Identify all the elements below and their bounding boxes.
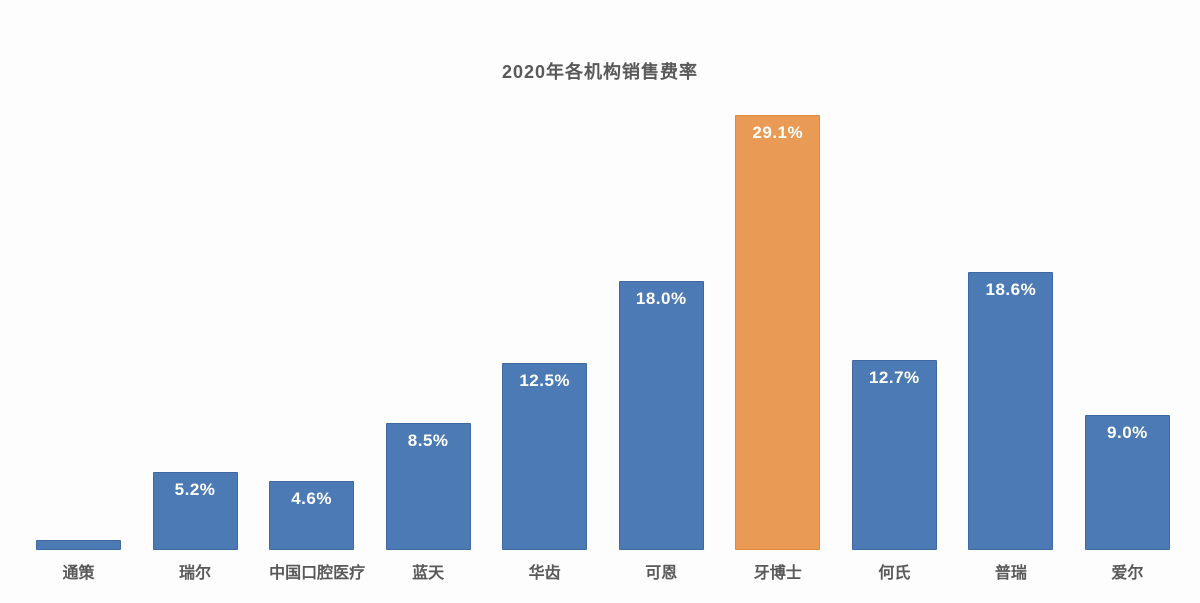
bar: 4.6% <box>269 481 355 550</box>
bar-group: 4.6% <box>269 481 355 550</box>
bar-group: 18.0% <box>618 281 704 550</box>
bar: 9.0% <box>1084 415 1170 550</box>
bar-data-label: 5.2% <box>174 480 216 499</box>
category-axis: 通策 瑞尔 中国口腔医疗 蓝天 华齿 可恩 牙博士 何氏 普瑞 爱尔 <box>0 559 1200 583</box>
bar-data-label: 8.5% <box>407 431 449 450</box>
bar-group: 12.5% <box>502 363 588 550</box>
bar-data-label: 4.6% <box>291 489 332 508</box>
bar <box>36 540 121 550</box>
bar-data-label: 9.0% <box>1107 423 1148 442</box>
bar: 5.2% <box>152 472 238 550</box>
category-label: 爱尔 <box>1111 565 1144 582</box>
category-label: 中国口腔医疗 <box>269 565 366 582</box>
category-label: 通策 <box>62 565 95 582</box>
bar: 18.6% <box>968 272 1054 550</box>
bar-data-label: 18.0% <box>635 289 687 308</box>
bar-group: 5.2% <box>152 472 238 550</box>
bar: 12.7% <box>851 360 937 550</box>
bar-data-label: 29.1% <box>752 123 804 142</box>
bar-group: 9.0% <box>1084 415 1170 550</box>
bar-data-label: 12.7% <box>868 368 920 387</box>
category-label: 牙博士 <box>753 565 802 582</box>
category-label: 瑞尔 <box>179 565 212 582</box>
category-label: 何氏 <box>878 565 911 582</box>
bar-group <box>36 540 121 550</box>
category-label: 可恩 <box>645 565 678 582</box>
category-label: 蓝天 <box>412 565 445 582</box>
bar-group: 8.5% <box>385 423 471 550</box>
bar-highlighted: 29.1% <box>735 115 821 550</box>
category-label: 普瑞 <box>994 565 1027 582</box>
category-label: 华齿 <box>528 565 561 582</box>
bar-group: 12.7% <box>851 360 937 550</box>
bar: 8.5% <box>385 423 471 550</box>
chart-title: 2020年各机构销售费率 <box>501 62 699 82</box>
bar-group: 29.1% <box>735 115 821 550</box>
plot-area: 5.2% 4.6% 8.5% 12.5% 18.0% 29.1% 12.7% 18.6% 9.0… <box>0 95 1200 550</box>
bar: 18.0% <box>618 281 704 550</box>
bar-data-label: 12.5% <box>519 371 571 390</box>
bar-data-label: 18.6% <box>985 280 1037 299</box>
bar: 12.5% <box>502 363 588 550</box>
bar-group: 18.6% <box>968 272 1054 550</box>
